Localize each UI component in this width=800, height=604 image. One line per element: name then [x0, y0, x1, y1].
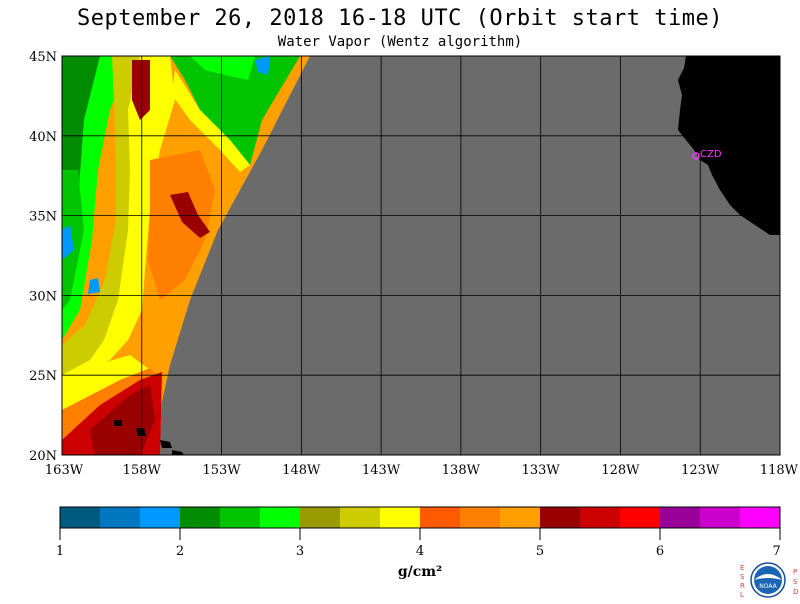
island [114, 420, 122, 426]
swath-north-bright-green [190, 56, 255, 80]
colorbar-tick-label: 3 [295, 544, 305, 559]
swath-blue-2 [88, 278, 100, 294]
logo-letter: S [793, 578, 798, 586]
logo-letter: S [740, 573, 745, 581]
logo-letter: E [740, 564, 745, 572]
swath-center-red [170, 192, 210, 238]
lat-label: 40N [29, 130, 57, 145]
swath-mid-green [62, 170, 84, 310]
swath-north-blue [255, 56, 270, 75]
lon-label: 153W [202, 463, 241, 478]
lon-label: 148W [282, 463, 321, 478]
colorbar-tick-label: 7 [772, 544, 781, 559]
lat-label: 20N [29, 449, 57, 464]
colorbar-swatch [740, 507, 781, 528]
lon-label: 163W [45, 463, 84, 478]
noaa-emblem: NOAA [750, 562, 786, 598]
lon-label: 118W [760, 463, 799, 478]
colorbar-swatch [500, 507, 541, 528]
island [136, 428, 146, 436]
colorbar-swatch [700, 507, 741, 528]
lat-label: 30N [29, 289, 57, 304]
colorbar-swatch [460, 507, 501, 528]
land-mass [678, 56, 780, 235]
logo-letter: L [740, 591, 744, 599]
latitude-labels: 45N 40N 35N 30N 25N 20N [29, 50, 57, 464]
island [172, 450, 184, 455]
logo-text: NOAA [759, 583, 777, 590]
colorbar-swatch [300, 507, 341, 528]
colorbar-unit: g/cm² [397, 564, 443, 580]
colorbar-swatch [380, 507, 421, 528]
colorbar-swatch [140, 507, 181, 528]
lat-label: 25N [29, 369, 57, 384]
colorbar-tick-label: 1 [55, 544, 65, 559]
logo-letter: D [793, 588, 799, 596]
colorbar-swatch [180, 507, 221, 528]
station-label: CZD [700, 149, 722, 160]
colorbar-swatch [420, 507, 461, 528]
island [160, 440, 172, 448]
colorbar-swatch [620, 507, 661, 528]
colorbar-swatch [100, 507, 141, 528]
colorbar-swatch [220, 507, 261, 528]
colorbar-swatch [580, 507, 621, 528]
noaa-logo: NOAA E S R L P S D [736, 558, 800, 600]
logo-letter: R [740, 582, 745, 590]
colorbar-swatch [60, 507, 101, 528]
station-marker [692, 152, 700, 160]
lon-label: 158W [123, 463, 162, 478]
colorbar-tick-label: 6 [655, 544, 665, 559]
colorbar-tick-label: 4 [415, 544, 425, 559]
grid-lines [62, 56, 780, 455]
colorbar-tick-label: 5 [535, 544, 545, 559]
lon-label: 128W [601, 463, 640, 478]
lon-label: 123W [681, 463, 720, 478]
lat-label: 45N [29, 50, 57, 65]
lon-label: 138W [442, 463, 481, 478]
colorbar-swatch [260, 507, 301, 528]
swath-yellow [62, 56, 175, 385]
chart-title: September 26, 2018 16-18 UTC (Orbit star… [76, 6, 724, 31]
swath-north-red [132, 60, 150, 120]
swath-south-dark-red [90, 385, 155, 455]
longitude-labels: 163W 158W 153W 148W 143W 138W 133W 128W 123W 118W [45, 463, 799, 478]
lon-label: 143W [362, 463, 401, 478]
colorbar-swatch [340, 507, 381, 528]
colorbar-swatch [660, 507, 701, 528]
swath-blue [62, 225, 74, 260]
colorbar-tick-label: 2 [175, 544, 185, 559]
map-frame [61, 55, 781, 456]
colorbar-swatch [540, 507, 581, 528]
chart-subtitle: Water Vapor (Wentz algorithm) [277, 34, 523, 50]
swath-north-yellow [172, 70, 250, 172]
swath-dark-orange [148, 150, 215, 300]
lat-label: 35N [29, 210, 57, 225]
logo-letter: P [793, 568, 798, 576]
lon-label: 133W [522, 463, 561, 478]
swath-north-green [170, 56, 300, 165]
colorbar [59, 506, 781, 540]
